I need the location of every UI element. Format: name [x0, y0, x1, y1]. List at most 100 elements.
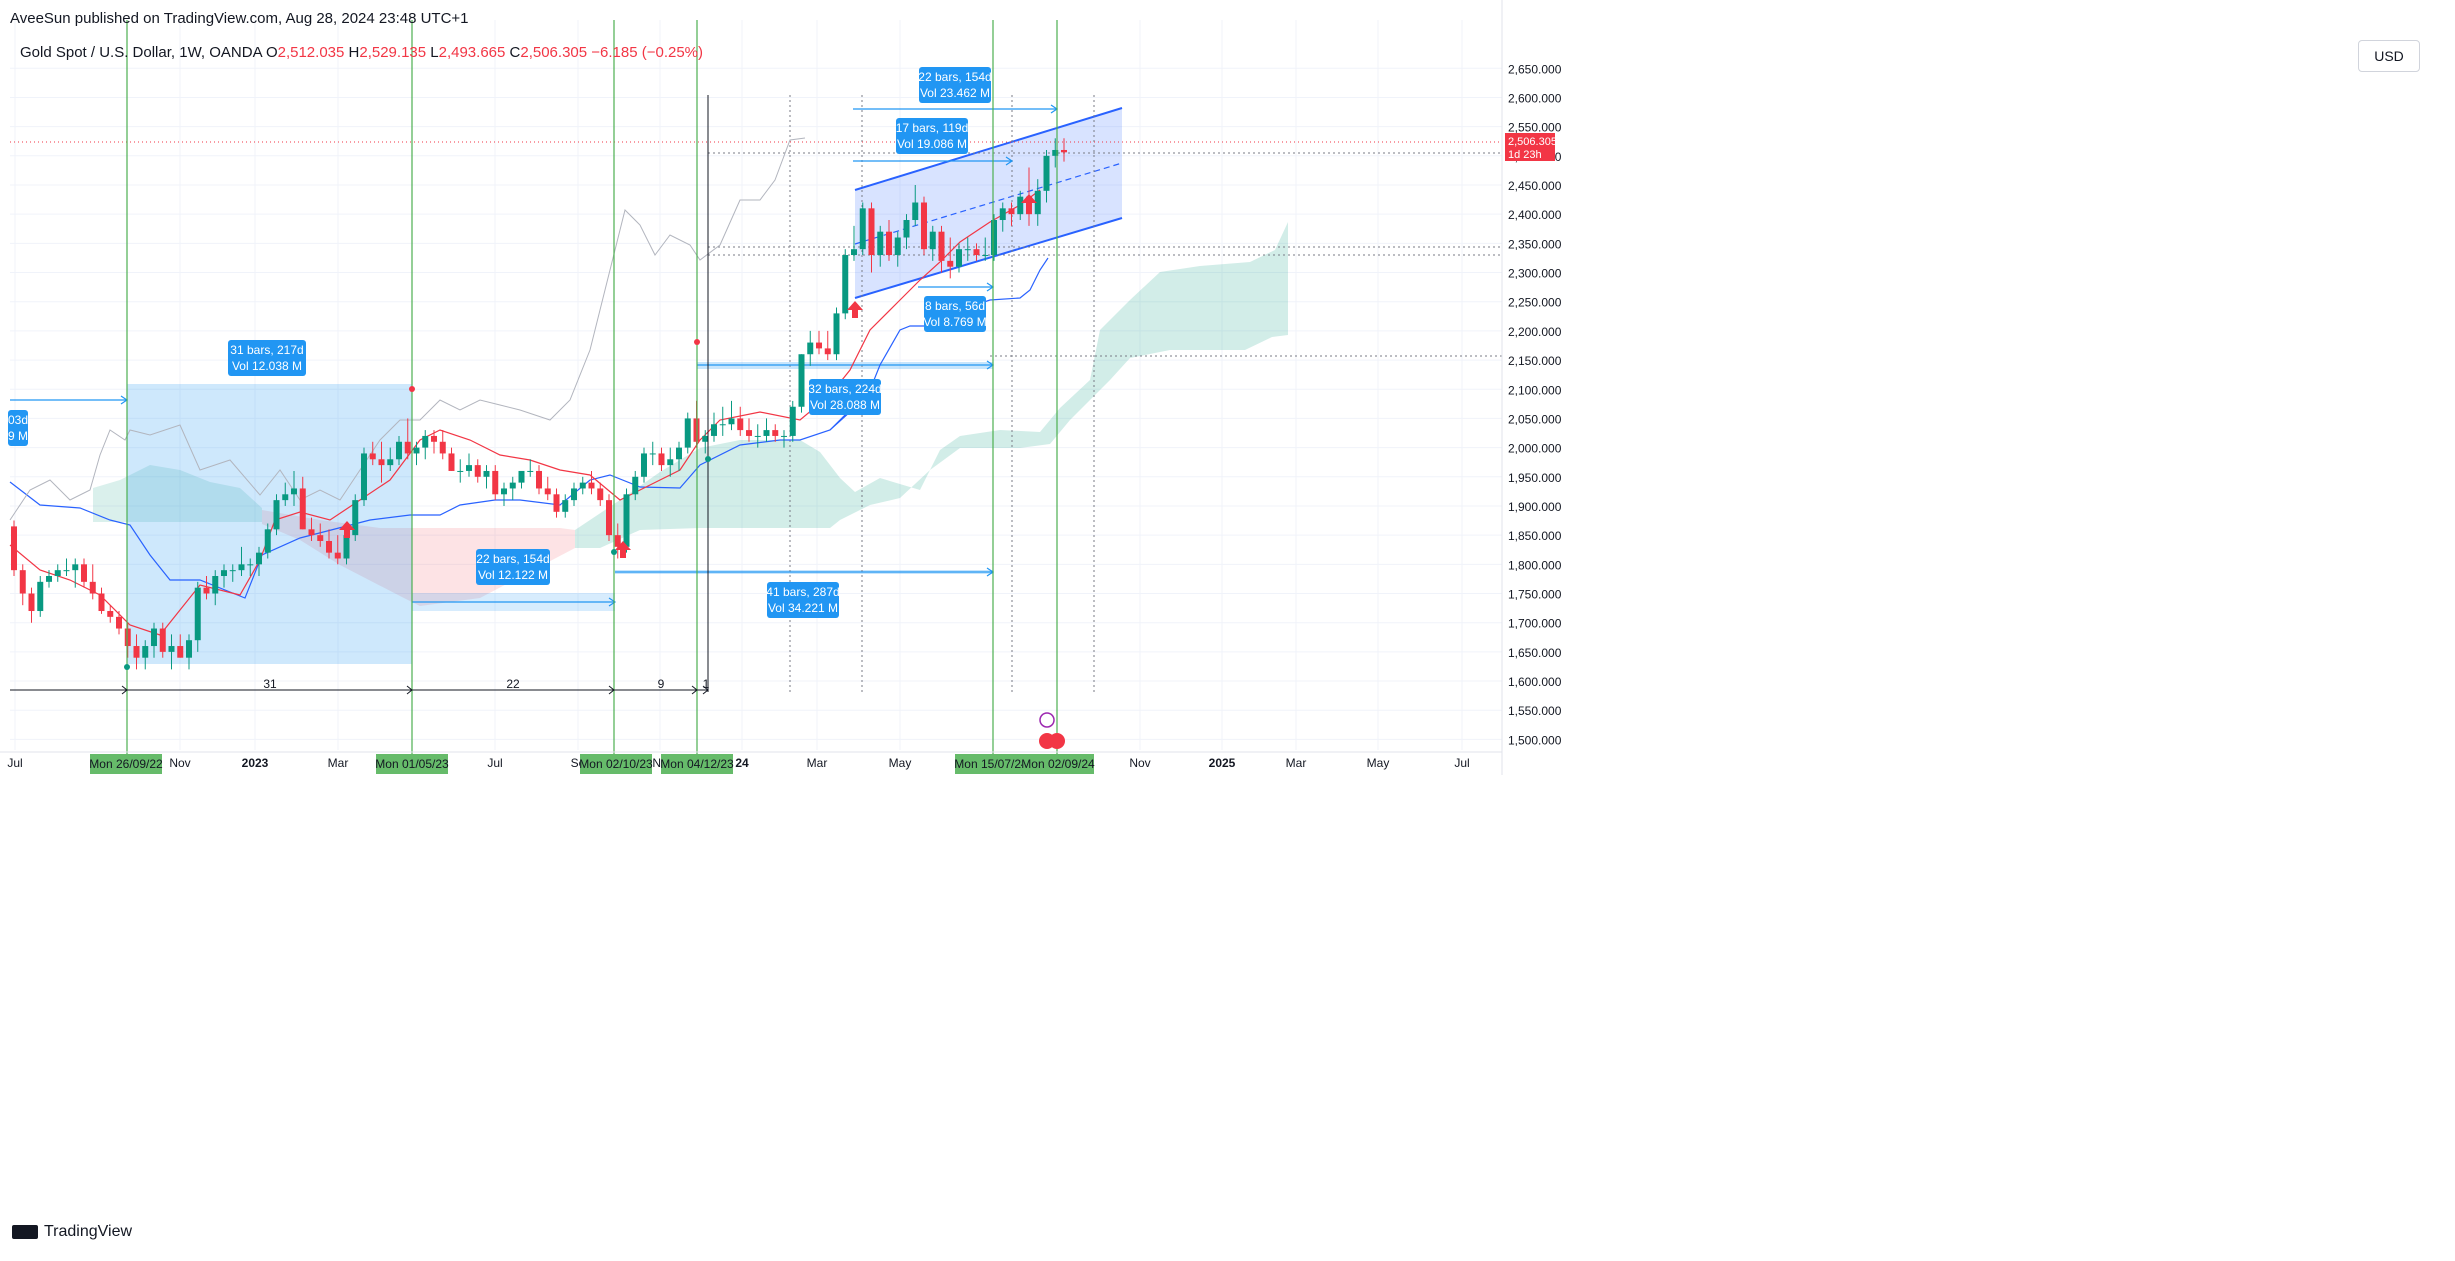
measure-label-text: 32 bars, 224d: [808, 382, 881, 396]
marker-dot: [705, 456, 711, 462]
candle-body: [264, 529, 271, 553]
measure-label-text: 31 bars, 217d: [230, 343, 303, 357]
candle-body: [544, 488, 551, 495]
date-highlight-box: [955, 754, 1027, 774]
measure-label-text: Vol 12.038 M: [232, 359, 302, 373]
candle-body: [851, 249, 857, 256]
candle-body: [1008, 208, 1015, 215]
candle-body: [431, 435, 437, 442]
candle-body: [81, 564, 87, 582]
count-arrow: [608, 685, 615, 695]
candle-body: [483, 470, 490, 477]
measure-label-text: 9 M: [8, 429, 28, 443]
candle-body: [956, 249, 962, 267]
candle-body: [859, 208, 866, 250]
candle-body: [457, 470, 464, 472]
price-axis-tick: 2,650.000: [1508, 62, 1562, 76]
candle-body: [536, 470, 542, 489]
measure-label-text: 03d: [8, 413, 28, 427]
candle-body: [89, 581, 96, 594]
candle-body: [597, 488, 604, 501]
candle-body: [632, 476, 639, 495]
candle-body: [28, 593, 35, 612]
time-axis-tick: May: [1367, 756, 1390, 770]
candle-body: [781, 435, 787, 437]
candle-body: [807, 342, 814, 355]
candle-body: [19, 570, 26, 594]
symbol-name[interactable]: Gold Spot / U.S. Dollar, 1W, OANDA: [20, 44, 262, 61]
tradingview-logo[interactable]: TradingView: [12, 1223, 132, 1241]
candle-body: [553, 494, 560, 512]
candle-body: [527, 470, 534, 472]
measure-label-text: Vol 12.122 M: [478, 568, 548, 582]
candle-body: [903, 220, 910, 238]
candle-body: [912, 202, 919, 221]
date-highlight-box: [90, 754, 162, 774]
price-axis-tick: 2,150.000: [1508, 354, 1562, 368]
candle-body: [667, 459, 674, 466]
measure-label-text: 8 bars, 56d: [925, 299, 985, 313]
candle-body: [571, 488, 577, 501]
candle-body: [238, 564, 245, 571]
candle-body: [221, 570, 227, 577]
candle-body: [509, 482, 516, 489]
count-label: 22: [506, 677, 520, 691]
price-axis-tick: 1,750.000: [1508, 588, 1562, 602]
marker-dot: [409, 386, 415, 392]
ohlc-low: L2,493.665: [430, 44, 506, 61]
candle-body: [177, 646, 184, 658]
candle-body: [282, 494, 289, 501]
candle-body: [247, 564, 254, 566]
candle-body: [229, 570, 236, 572]
last-price-badge: [1505, 133, 1555, 161]
candle-body: [439, 441, 446, 454]
price-axis-tick: 2,100.000: [1508, 383, 1562, 397]
tradingview-logo-icon: [12, 1225, 38, 1239]
price-axis-tick: 1,800.000: [1508, 558, 1562, 572]
date-highlight-box: [580, 754, 652, 774]
candle-body: [352, 500, 359, 536]
candle-body: [124, 628, 131, 647]
currency-button[interactable]: USD: [2358, 40, 2420, 72]
price-axis-tick: 1,700.000: [1508, 617, 1562, 631]
date-highlight-box: [376, 754, 448, 774]
candle-body: [212, 576, 219, 594]
candle-body: [982, 255, 989, 257]
time-axis-tick: 2023: [242, 756, 269, 770]
candle-body: [404, 441, 411, 454]
measure-label-box: [896, 118, 968, 154]
candle-body: [116, 616, 122, 629]
price-axis-tick: 1,500.000: [1508, 733, 1562, 747]
parallel-channel-fill: [855, 108, 1122, 298]
measure-label-text: 22 bars, 154d: [476, 552, 549, 566]
measure-label-box: [809, 379, 881, 415]
measure-label-box: [8, 410, 28, 446]
date-highlight-label: Mon 01/05/23: [375, 757, 449, 771]
candle-body: [702, 435, 709, 442]
time-axis-tick: 2025: [1209, 756, 1236, 770]
time-axis-tick: Mar: [1286, 756, 1307, 770]
candle-body: [474, 465, 481, 477]
candle-body: [501, 488, 507, 495]
time-axis-tick: Nov: [169, 756, 190, 770]
candle-body: [964, 249, 971, 251]
brand-label: TradingView: [44, 1223, 133, 1240]
candle-body: [168, 646, 175, 652]
candle-body: [37, 581, 44, 612]
price-axis-tick: 2,250.000: [1508, 296, 1562, 310]
candle-body: [772, 430, 779, 436]
lightning-event-icon: [1039, 712, 1055, 728]
symbol-ohlc-legend[interactable]: Gold Spot / U.S. Dollar, 1W, OANDA O2,51…: [20, 44, 703, 61]
candle-body: [151, 628, 157, 647]
marker-dot: [694, 339, 700, 345]
candle-body: [719, 424, 726, 426]
price-axis-tick: 2,000.000: [1508, 442, 1562, 456]
candle-body: [991, 220, 997, 256]
candle-body: [387, 459, 394, 466]
candle-body: [518, 470, 525, 483]
count-label: 1: [703, 677, 710, 691]
candle-body: [299, 488, 306, 530]
price-axis-tick: 2,300.000: [1508, 267, 1562, 281]
